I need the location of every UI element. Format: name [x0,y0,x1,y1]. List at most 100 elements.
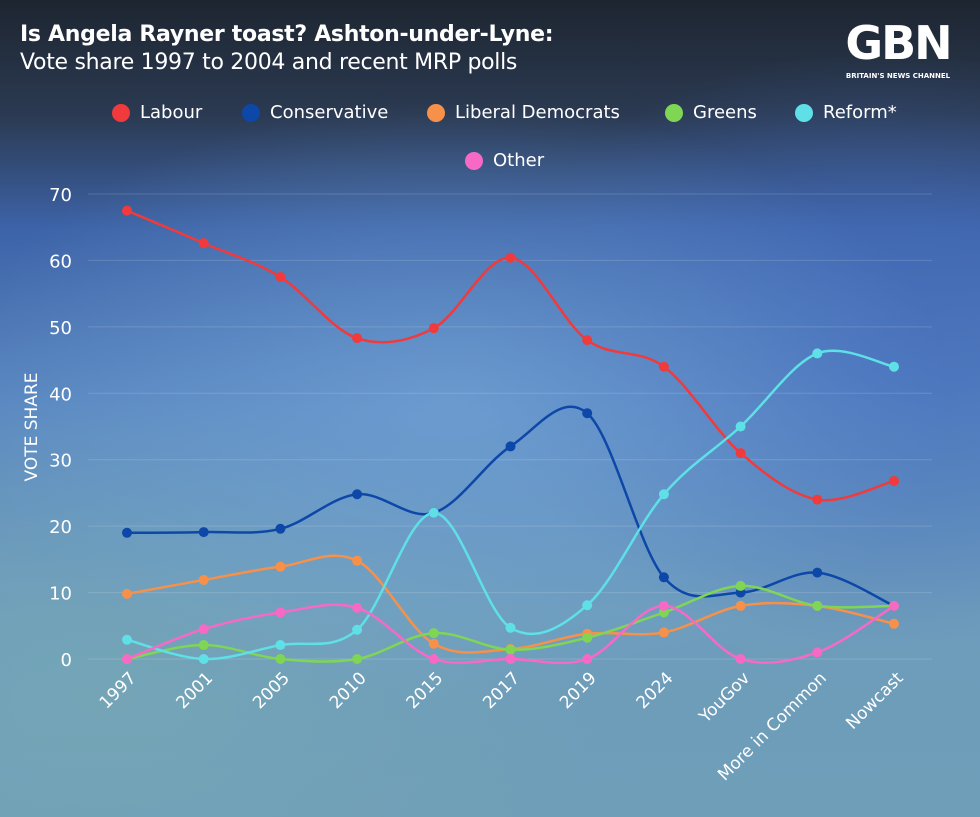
data-point [582,335,593,346]
data-point [275,561,286,572]
data-point [812,647,823,658]
legend-item[interactable]: Conservative [242,102,388,123]
data-point [582,600,593,611]
y-tick-label: 0 [61,650,72,671]
legend-label: Other [493,150,545,171]
chart-title: Is Angela Rayner toast? Ashton-under-Lyn… [20,22,554,47]
data-point [889,618,899,629]
data-point [658,572,669,583]
logo-mark: GBN [845,16,952,70]
data-point [122,527,132,538]
data-point [812,600,823,611]
x-tick-label: 2017 [479,668,524,713]
legend-item[interactable]: Liberal Democrats [427,102,620,123]
legend-item[interactable]: Labour [112,102,202,123]
data-point [352,624,363,635]
chart-subtitle: Vote share 1997 to 2004 and recent MRP p… [20,50,518,75]
data-point [122,588,132,599]
data-point [658,627,669,638]
data-point [352,333,363,344]
x-tick-label: 2024 [633,668,678,713]
y-tick-label: 10 [49,584,72,605]
gbnews-logo: GBN BRITAIN'S NEWS CHANNEL [836,20,960,80]
y-tick-label: 40 [49,384,72,405]
data-point [505,441,516,452]
data-point [198,238,209,249]
legend-label: Greens [693,102,757,123]
data-point [582,408,593,419]
legend-dot-icon [427,103,445,122]
x-tick-label: Nowcast [842,668,908,734]
y-tick-label: 20 [49,517,72,538]
data-point [812,494,823,505]
data-point [352,602,363,613]
series-line-conservative [126,405,895,608]
x-tick-label: 2001 [172,668,217,713]
data-point [275,654,286,664]
data-point [428,628,439,639]
data-point [505,644,516,655]
data-point [505,252,516,263]
data-point [198,654,209,664]
data-point [735,580,746,591]
legend-label: Conservative [270,102,389,123]
data-point [889,475,899,486]
x-tick-label: 2019 [556,668,601,713]
y-tick-label: 50 [49,318,72,339]
data-point [582,632,593,643]
series-line-liberal-democrats [126,554,895,654]
data-point [198,624,209,635]
legend-dot-icon [795,103,813,122]
data-point [889,361,899,372]
y-tick-label: 60 [49,251,72,272]
legend-item[interactable]: Other [465,150,544,171]
data-point [122,654,132,664]
legend-label: Labour [140,102,203,123]
data-point [122,205,132,216]
x-tick-label: 2015 [403,668,448,713]
data-point [352,654,363,664]
data-point [428,654,439,664]
legend-label: Reform* [823,102,897,123]
data-point [275,272,286,283]
data-point [275,640,286,651]
data-point [505,622,516,633]
data-point [812,348,823,359]
data-point [505,654,516,664]
data-point [352,555,363,566]
data-point [658,489,669,500]
data-point [198,640,209,651]
x-tick-label: 2010 [326,668,371,713]
legend-dot-icon [242,103,260,122]
x-tick-label: 2005 [249,668,294,713]
y-tick-label: 70 [49,185,72,206]
data-point [198,527,209,538]
data-point [582,654,593,664]
data-point [889,600,899,611]
legend-dot-icon [112,103,130,122]
data-point [658,600,669,611]
data-point [735,448,746,459]
data-point [428,507,439,518]
legend-dot-icon [665,103,683,122]
data-point [352,489,363,500]
data-point [735,654,746,664]
data-point [122,634,132,645]
legend-dot-icon [465,151,483,170]
legend-item[interactable]: Greens [665,102,757,123]
data-point [735,421,746,432]
data-point [812,567,823,578]
data-point [275,523,286,534]
data-point [198,574,209,585]
y-axis-label: VOTE SHARE [22,373,42,482]
series-line-reform- [126,349,895,661]
data-point [658,361,669,372]
data-point [428,323,439,334]
logo-tagline: BRITAIN'S NEWS CHANNEL [845,72,951,80]
x-tick-label: 1997 [96,668,141,713]
data-point [275,607,286,618]
legend-label: Liberal Democrats [455,102,620,123]
x-tick-label: YouGov [695,668,754,727]
legend-item[interactable]: Reform* [795,102,897,123]
